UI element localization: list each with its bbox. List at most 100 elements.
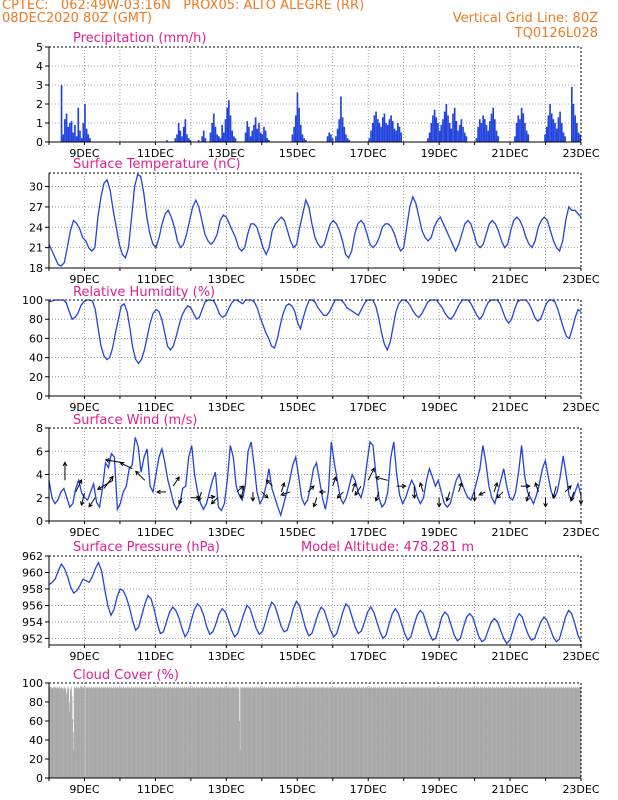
cloud-bar xyxy=(112,688,114,778)
cloud-bar xyxy=(501,686,503,778)
cloud-ytick-label: 60 xyxy=(29,715,43,728)
cloud-bar xyxy=(188,686,190,778)
pres-ytick-label: 954 xyxy=(22,616,43,629)
cloud-bar xyxy=(95,686,97,778)
cloud-bar xyxy=(54,686,56,778)
precip-bar xyxy=(544,134,546,142)
cloud-bar xyxy=(55,688,57,778)
cloud-bar xyxy=(93,686,94,778)
cloud-bar xyxy=(56,686,58,778)
cloud-ytick-label: 0 xyxy=(36,772,43,785)
cloud-bar xyxy=(565,686,566,778)
precip-bar xyxy=(447,115,449,142)
cloud-bar xyxy=(334,687,336,778)
cloud-bar xyxy=(553,687,555,778)
cloud-bar xyxy=(229,686,231,778)
cloud-bar xyxy=(94,687,96,778)
cloud-bar xyxy=(162,687,164,778)
cloud-bar xyxy=(438,686,440,778)
cloud-bar xyxy=(133,688,135,778)
precip-bar xyxy=(524,123,526,142)
cloud-bar xyxy=(316,687,317,778)
cloud-xtick-label: 9DEC xyxy=(69,783,99,796)
rh-ytick-label: 40 xyxy=(29,352,43,365)
cloud-bar xyxy=(103,687,105,778)
wind-arrow xyxy=(493,482,498,493)
cloud-bar xyxy=(543,687,544,778)
cloud-bar xyxy=(515,687,517,778)
cloud-bar xyxy=(441,688,443,778)
pres-ytick-label: 960 xyxy=(22,566,43,579)
cloud-bar xyxy=(120,688,122,778)
cloud-bar xyxy=(251,687,252,778)
cloud-bar xyxy=(507,686,509,778)
cloud-bar xyxy=(361,686,363,778)
cloud-bar xyxy=(205,688,207,778)
cloud-bar xyxy=(285,687,287,778)
cloud-bar xyxy=(449,687,450,778)
cloud-bar xyxy=(183,687,185,778)
cloud-bar xyxy=(292,688,294,778)
wind-arrow xyxy=(354,485,362,496)
cloud-bar xyxy=(462,686,463,778)
cloud-bar xyxy=(85,686,87,778)
cloud-bar xyxy=(468,687,470,778)
cloud-bar xyxy=(143,687,145,778)
cloud-bar xyxy=(481,688,483,778)
precip-bar xyxy=(455,121,458,142)
cloud-bar xyxy=(420,686,422,778)
cloud-bar xyxy=(114,687,116,778)
cloud-bar xyxy=(451,687,453,778)
cloud-bar xyxy=(174,686,175,778)
cloud-bar xyxy=(242,686,244,778)
cloud-bar xyxy=(573,687,575,778)
cloud-bar xyxy=(414,688,415,778)
cloud-bar xyxy=(579,686,581,778)
cloud-bar xyxy=(223,687,225,778)
cloud-bar xyxy=(275,688,277,778)
precip-bar xyxy=(87,134,90,142)
precip-bar xyxy=(221,124,223,142)
cloud-bar xyxy=(464,686,466,778)
cloud-bar xyxy=(78,687,80,778)
cloud-bar xyxy=(501,688,502,778)
precip-bar xyxy=(458,124,461,142)
precip-bar xyxy=(330,134,332,142)
cloud-bar xyxy=(113,687,115,778)
cloud-bar xyxy=(467,687,469,778)
wind-arrow-head xyxy=(238,485,244,490)
cloud-bar xyxy=(359,686,360,778)
cloud-bar xyxy=(520,687,522,778)
cloud-bar xyxy=(380,687,382,778)
wind-arrow-head xyxy=(309,485,315,490)
cloud-bar xyxy=(116,686,118,778)
cloud-bar xyxy=(509,688,510,778)
cloud-bar xyxy=(531,686,533,778)
precip-bar xyxy=(435,117,438,142)
temp-xtick-label: 21DEC xyxy=(492,273,529,286)
cloud-bar xyxy=(264,686,265,778)
cloud-bar xyxy=(136,688,137,778)
cloud-bar xyxy=(153,688,155,778)
wind-arrow xyxy=(458,482,463,493)
precip-bar xyxy=(525,130,528,142)
cloud-bar xyxy=(389,686,390,778)
cloud-xtick-label: 19DEC xyxy=(421,783,458,796)
temp-xtick-label: 15DEC xyxy=(279,273,316,286)
cloud-bar xyxy=(168,686,170,778)
cloud-bar xyxy=(107,686,109,778)
cloud-bar xyxy=(403,687,405,778)
cloud-bar xyxy=(115,686,117,778)
cloud-bar xyxy=(484,686,486,778)
cloud-bar xyxy=(259,688,261,778)
cloud-bar xyxy=(73,749,75,778)
cloud-bar xyxy=(202,688,204,778)
cloud-bar xyxy=(97,687,99,778)
cloud-bar xyxy=(353,686,355,778)
cloud-ytick-label: 40 xyxy=(29,734,43,747)
cloud-bar xyxy=(281,688,282,778)
precip-bar xyxy=(490,113,493,142)
cloud-bar xyxy=(565,687,567,778)
precip-bar xyxy=(564,136,566,142)
temp-ytick-label: 24 xyxy=(29,221,43,234)
